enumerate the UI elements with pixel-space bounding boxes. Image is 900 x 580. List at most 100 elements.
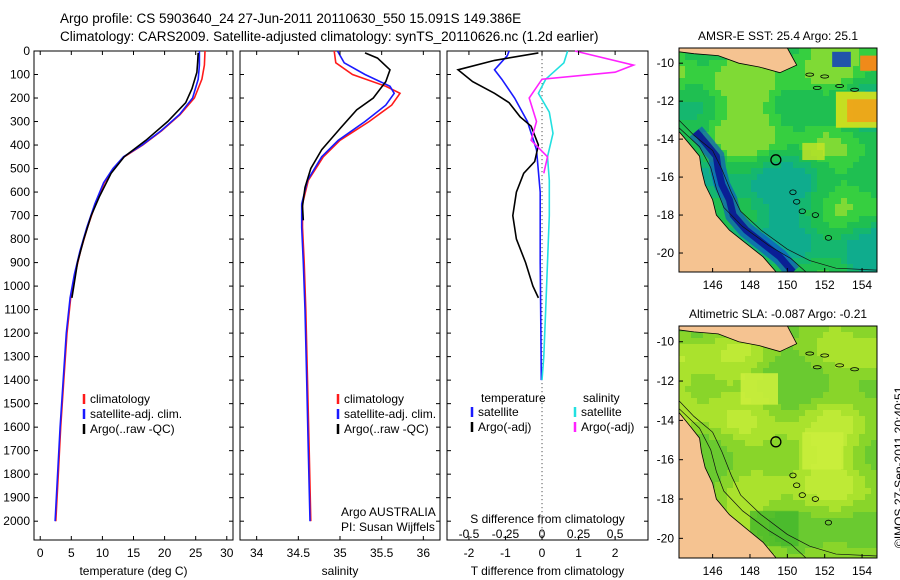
sst-cell [751,144,757,150]
sst-cell [757,144,763,150]
sla-cell [817,542,823,548]
sla-cell [709,458,715,464]
sla-cell [865,398,871,404]
sla-cell [697,332,703,338]
sst-cell [853,162,859,168]
sst-cell [829,78,835,84]
sla-cell [871,470,877,476]
sst-cell [811,180,817,186]
sla-cell [685,362,691,368]
sla-cell [847,482,853,488]
sst-cell [685,120,691,126]
sla-cell [739,410,745,416]
sla-cell [847,536,853,542]
sst-cell [823,234,829,240]
sst-cell [721,84,727,90]
x-tick-label: 5 [68,546,75,560]
map-y-tick-label: -16 [657,170,675,184]
sst-cell [721,60,727,66]
sla-cell [733,356,739,362]
sla-cell [739,356,745,362]
sst-cell [751,216,757,222]
sst-cell [811,162,817,168]
sst-cell [727,66,733,72]
sst-cell [787,210,793,216]
map-y-tick-label: -14 [657,413,675,427]
sla-cell [715,494,721,500]
sla-cell [727,344,733,350]
sla-cell [691,344,697,350]
sst-cell [757,150,763,156]
sst-cell [739,90,745,96]
sla-cell [763,404,769,410]
sst-cell [721,90,727,96]
sst-cell [703,120,709,126]
sla-cell [733,362,739,368]
sla-cell [865,554,871,558]
sal-legend-label: Argo(..raw -QC) [344,422,429,436]
sla-cell [727,464,733,470]
sst-cell [829,258,835,264]
sst-cell [697,120,703,126]
sst-cell [847,192,853,198]
sla-cell [739,422,745,428]
sst-cell [805,258,811,264]
argo-note: Argo AUSTRALIA [341,505,436,519]
sla-cell [769,440,775,446]
sst-cell [691,120,697,126]
sla-cell [763,428,769,434]
sst-cell [865,216,871,222]
sla-cell [715,350,721,356]
sst-cell [691,78,697,84]
sla-cell [715,362,721,368]
sst-cell [709,126,715,132]
sla-cell [751,404,757,410]
top-x-tick-label: 0.25 [567,527,591,541]
sst-cell [871,162,877,168]
sla-cell [769,446,775,452]
sst-cell [805,102,811,108]
sla-cell [715,386,721,392]
sla-australia-land [679,411,777,558]
sst-cell [763,192,769,198]
sst-cell [865,192,871,198]
sla-cell [823,536,829,542]
sst-cell [745,78,751,84]
sla-cell [703,404,709,410]
sla-cell [727,410,733,416]
series-line-t-satellite [493,50,543,381]
sla-cell [823,362,829,368]
sla-cell [823,482,829,488]
sla-cell [841,524,847,530]
sla-cell [853,428,859,434]
sst-cell [817,102,823,108]
sla-cell [727,506,733,512]
sst-cell [823,204,829,210]
sst-cell [763,108,769,114]
sst-cell [751,66,757,72]
sst-cell [817,240,823,246]
sla-cell [793,356,799,362]
series-line-argo-raw-qc- [71,52,199,299]
sla-cell [739,512,745,518]
sla-cell [853,470,859,476]
sst-cell [841,72,847,78]
sst-cell [787,186,793,192]
sst-cell [811,90,817,96]
sla-cell [853,482,859,488]
map-x-tick-label: 152 [815,278,835,292]
sst-cell [829,114,835,120]
sla-cell [835,380,841,386]
sst-cell [805,186,811,192]
sst-cell [775,264,781,270]
sla-cell [865,506,871,512]
sla-cell [865,446,871,452]
sla-cell [823,344,829,350]
sst-cell [847,258,853,264]
sla-cell [685,386,691,392]
sla-cell [799,434,805,440]
sst-cell [823,186,829,192]
sst-cell [811,234,817,240]
sla-cell [871,488,877,494]
sst-cell [805,270,811,272]
